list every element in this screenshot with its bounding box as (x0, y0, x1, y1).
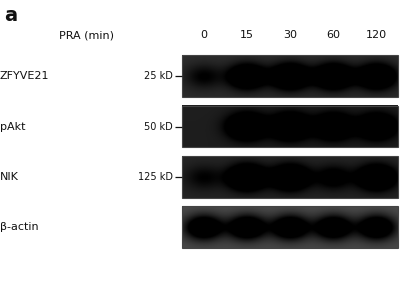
Text: ZFYVE21: ZFYVE21 (0, 71, 50, 81)
Bar (182, 206, 398, 248)
Bar (182, 55, 398, 97)
Text: pAkt: pAkt (0, 121, 26, 132)
Text: 50 kD: 50 kD (144, 121, 173, 132)
Text: 30: 30 (283, 30, 297, 40)
Text: 60: 60 (326, 30, 340, 40)
Text: 125 kD: 125 kD (138, 172, 173, 182)
Text: β-actin: β-actin (0, 222, 39, 232)
Text: 25 kD: 25 kD (144, 71, 173, 81)
Bar (182, 156, 398, 198)
Bar (182, 106, 398, 147)
Text: 0: 0 (200, 30, 207, 40)
Text: PRA (min): PRA (min) (59, 30, 114, 40)
Text: 15: 15 (240, 30, 254, 40)
Text: 120: 120 (366, 30, 387, 40)
Text: a: a (4, 6, 17, 25)
Text: NIK: NIK (0, 172, 19, 182)
